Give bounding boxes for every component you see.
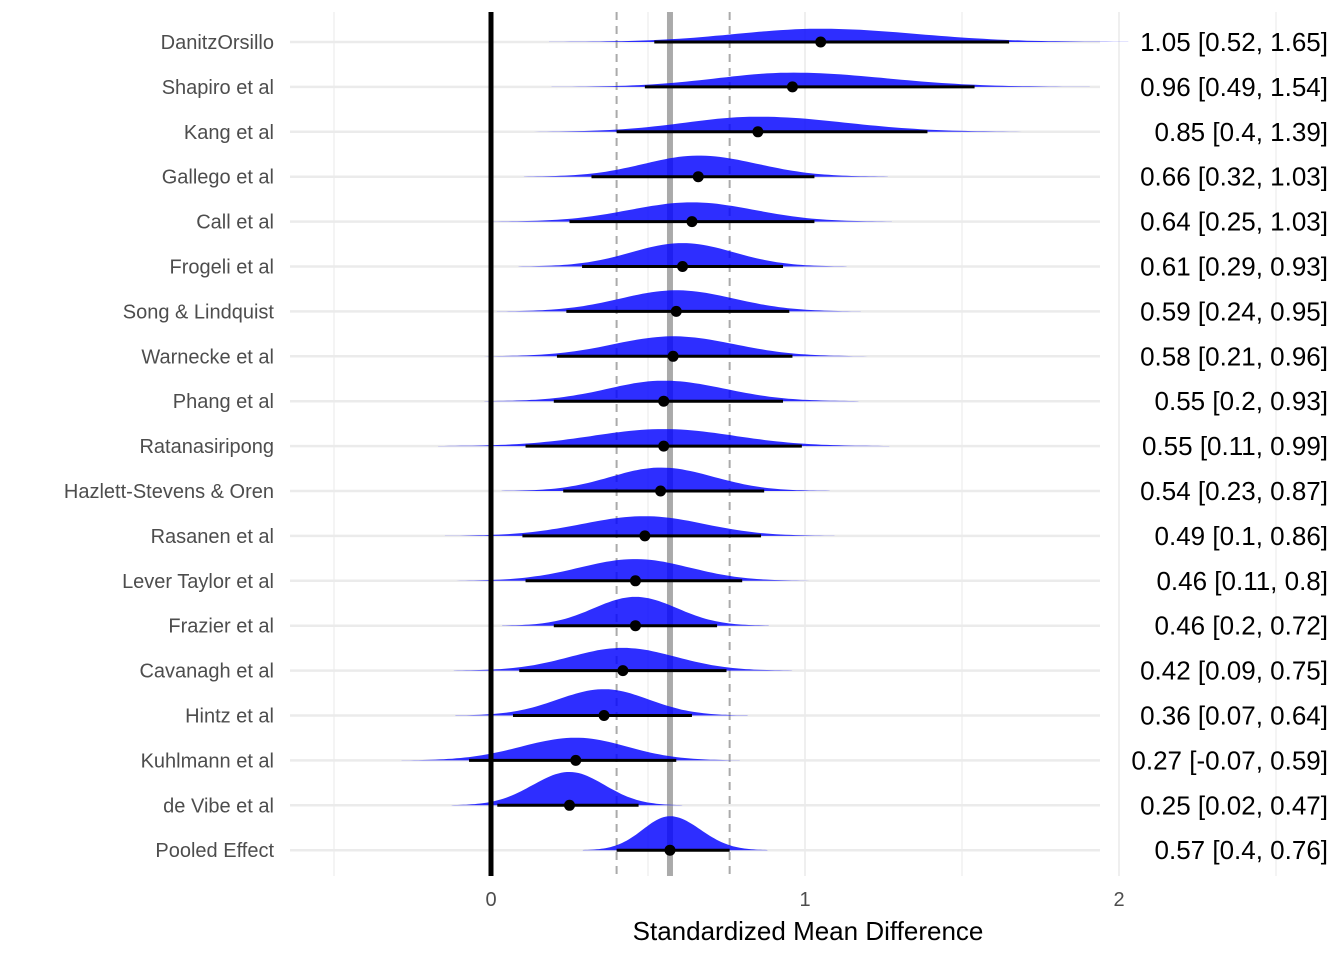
density-curve bbox=[501, 467, 830, 491]
estimate-label: 0.57 [0.4, 0.76] bbox=[1155, 835, 1328, 865]
density-curve bbox=[456, 559, 810, 581]
estimate-labels: 1.05 [0.52, 1.65] 0.96 [0.49, 1.54] 0.85 [… bbox=[1131, 27, 1328, 865]
x-axis-title: Standardized Mean Difference bbox=[633, 916, 984, 946]
study-label: Frazier et al bbox=[168, 616, 274, 638]
estimate-label: 0.55 [0.11, 0.99] bbox=[1142, 431, 1328, 461]
point-estimate bbox=[629, 620, 641, 632]
point-estimate bbox=[664, 844, 676, 856]
density-curve bbox=[444, 516, 835, 536]
point-estimate bbox=[815, 36, 827, 48]
point-estimate bbox=[670, 305, 682, 317]
point-estimate bbox=[692, 171, 704, 183]
density-curve bbox=[455, 689, 748, 716]
estimate-label: 0.85 [0.4, 1.39] bbox=[1155, 117, 1328, 147]
estimate-label: 0.25 [0.02, 0.47] bbox=[1140, 790, 1328, 820]
point-estimate bbox=[598, 710, 610, 721]
density-curve bbox=[483, 336, 868, 357]
estimate-label: 0.96 [0.49, 1.54] bbox=[1140, 72, 1328, 102]
estimate-label: 0.58 [0.21, 0.96] bbox=[1140, 341, 1328, 371]
point-estimate bbox=[658, 395, 670, 407]
study-label: Warnecke et al bbox=[141, 346, 274, 368]
density-curve bbox=[551, 72, 1090, 87]
point-estimate bbox=[677, 261, 689, 272]
point-estimate bbox=[617, 665, 629, 677]
study-label: de Vibe et al bbox=[163, 795, 274, 817]
study-label: Kang et al bbox=[184, 122, 274, 144]
estimate-label: 0.66 [0.32, 1.03] bbox=[1140, 162, 1328, 192]
x-tick-label: 0 bbox=[485, 889, 496, 911]
study-label: Hazlett-Stevens & Oren bbox=[64, 481, 274, 503]
point-estimate bbox=[752, 126, 764, 138]
estimate-label: 0.54 [0.23, 0.87] bbox=[1140, 476, 1328, 506]
density-curve bbox=[549, 28, 1129, 42]
estimate-label: 0.55 [0.2, 0.93] bbox=[1155, 386, 1328, 416]
x-axis-ticks: 0 1 2 bbox=[485, 889, 1124, 911]
study-label: Ratanasiripong bbox=[139, 436, 274, 458]
study-label: Call et al bbox=[196, 212, 274, 234]
point-estimate bbox=[686, 216, 698, 228]
study-label: Shapiro et al bbox=[162, 77, 274, 99]
density-curves bbox=[401, 28, 1129, 851]
study-labels: DanitzOrsillo Shapiro et al Kang et al Gall… bbox=[64, 32, 275, 862]
point-estimate bbox=[667, 350, 679, 362]
estimate-label: 0.59 [0.24, 0.95] bbox=[1140, 296, 1328, 326]
point-estimate bbox=[639, 530, 651, 542]
study-label: Cavanagh et al bbox=[139, 661, 274, 683]
estimate-label: 0.42 [0.09, 0.75] bbox=[1140, 656, 1328, 686]
study-label: Gallego et al bbox=[162, 167, 274, 189]
density-curve bbox=[492, 202, 892, 222]
estimate-label: 0.46 [0.2, 0.72] bbox=[1155, 611, 1328, 641]
point-estimate bbox=[655, 485, 667, 497]
study-label: Kuhlmann et al bbox=[141, 750, 274, 772]
density-curve bbox=[523, 155, 888, 177]
density-curve bbox=[496, 290, 861, 312]
estimate-label: 0.61 [0.29, 0.93] bbox=[1140, 252, 1328, 282]
density-curve bbox=[401, 737, 740, 761]
point-estimate bbox=[629, 575, 641, 587]
density-curve bbox=[451, 772, 683, 806]
density-curve bbox=[582, 816, 768, 851]
x-tick-label: 1 bbox=[799, 889, 810, 911]
study-label: Phang et al bbox=[173, 391, 274, 413]
study-label: Lever Taylor et al bbox=[122, 571, 274, 593]
confidence-intervals bbox=[469, 36, 1010, 856]
study-label: Pooled Effect bbox=[155, 840, 274, 862]
density-curve bbox=[527, 116, 1035, 132]
estimate-label: 0.36 [0.07, 0.64] bbox=[1140, 701, 1328, 731]
study-label: DanitzOrsillo bbox=[161, 32, 274, 54]
estimate-label: 0.46 [0.11, 0.8] bbox=[1156, 566, 1328, 596]
study-label: Frogeli et al bbox=[170, 257, 275, 279]
estimate-label: 0.27 [-0.07, 0.59] bbox=[1131, 745, 1328, 775]
point-estimate bbox=[570, 754, 582, 766]
point-estimate bbox=[786, 81, 798, 93]
point-estimate bbox=[658, 440, 670, 452]
study-label: Song & Lindquist bbox=[123, 301, 275, 323]
estimate-label: 0.64 [0.25, 1.03] bbox=[1140, 207, 1328, 237]
x-tick-label: 2 bbox=[1113, 889, 1124, 911]
density-curve bbox=[438, 429, 890, 447]
point-estimate bbox=[564, 799, 575, 811]
estimate-label: 1.05 [0.52, 1.65] bbox=[1140, 27, 1328, 57]
study-label: Rasanen et al bbox=[151, 526, 274, 548]
study-label: Hintz et al bbox=[185, 706, 274, 728]
density-curve bbox=[484, 380, 859, 402]
density-curve bbox=[453, 647, 793, 671]
estimate-label: 0.49 [0.1, 0.86] bbox=[1155, 521, 1328, 551]
density-curve bbox=[502, 596, 769, 626]
density-curve bbox=[518, 243, 847, 267]
